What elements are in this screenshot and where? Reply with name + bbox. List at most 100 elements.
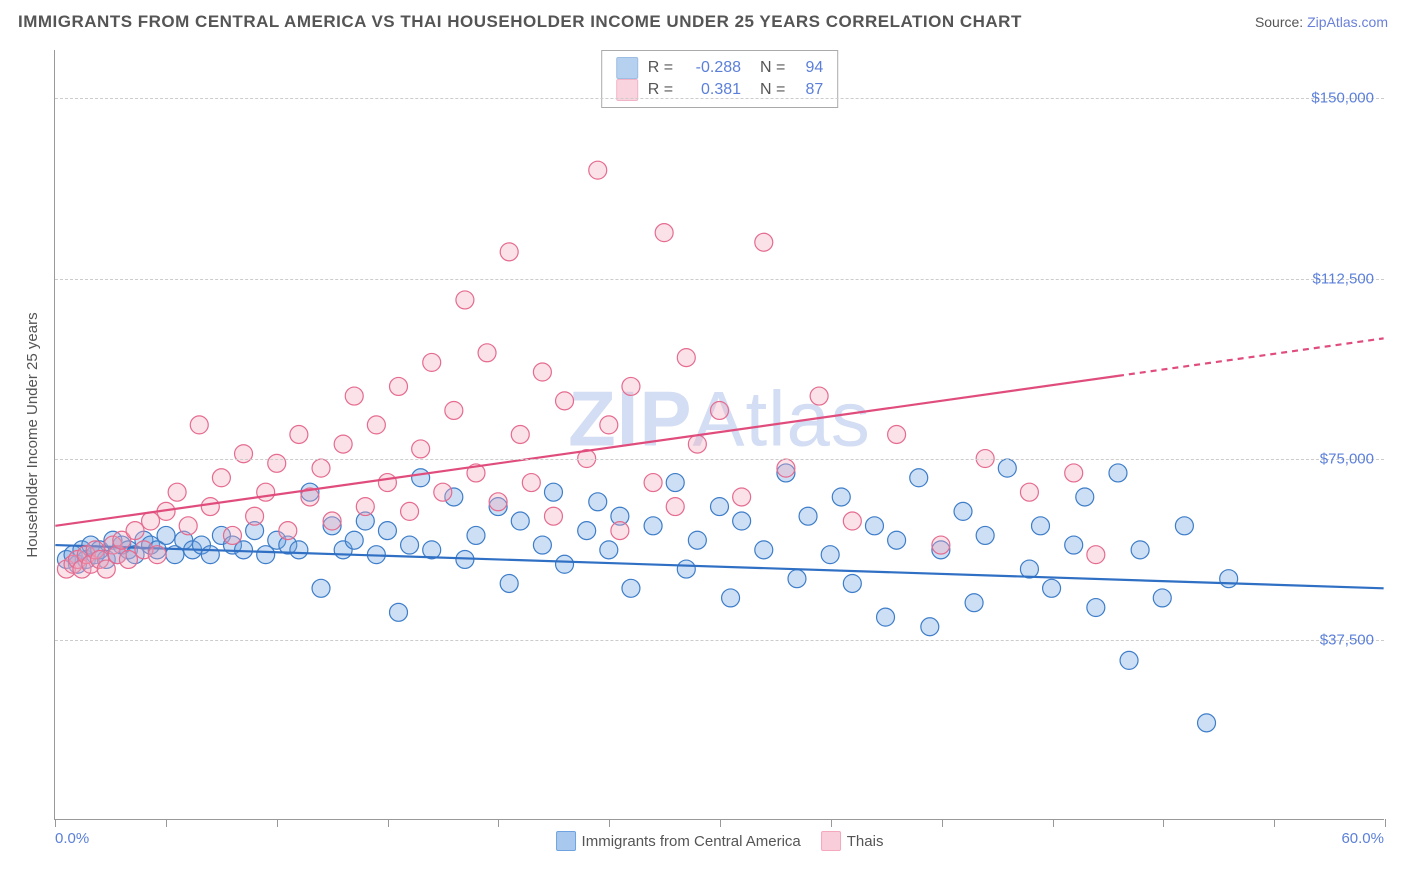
stats-r-label: R =	[648, 59, 673, 77]
data-point	[677, 560, 695, 578]
data-point	[722, 589, 740, 607]
scatter-plot: ZIPAtlas R = -0.288 N = 94 R = 0.381 N =…	[54, 50, 1384, 820]
data-point	[611, 522, 629, 540]
data-point	[345, 387, 363, 405]
data-point	[644, 474, 662, 492]
data-point	[179, 517, 197, 535]
stats-n-label: N =	[751, 59, 785, 77]
legend-swatch	[556, 831, 576, 851]
stats-swatch	[616, 57, 638, 79]
data-point	[478, 344, 496, 362]
x-tick	[831, 819, 832, 827]
data-point	[666, 474, 684, 492]
data-point	[544, 507, 562, 525]
data-point	[877, 608, 895, 626]
data-point	[533, 536, 551, 554]
gridline	[55, 279, 1384, 280]
data-point	[378, 474, 396, 492]
gridline	[55, 640, 1384, 641]
data-point	[489, 493, 507, 511]
data-point	[655, 224, 673, 242]
data-point	[733, 512, 751, 530]
data-point	[1131, 541, 1149, 559]
source-link[interactable]: ZipAtlas.com	[1307, 14, 1388, 30]
data-point	[622, 377, 640, 395]
legend-item: Immigrants from Central America	[556, 831, 801, 851]
data-point	[423, 353, 441, 371]
data-point	[843, 575, 861, 593]
data-point	[312, 579, 330, 597]
x-axis-min-label: 0.0%	[55, 830, 89, 847]
data-point	[810, 387, 828, 405]
data-point	[799, 507, 817, 525]
data-point	[1020, 483, 1038, 501]
data-point	[1153, 589, 1171, 607]
data-point	[1198, 714, 1216, 732]
data-point	[1065, 536, 1083, 554]
data-point	[268, 454, 286, 472]
data-point	[119, 550, 137, 568]
data-point	[390, 603, 408, 621]
data-point	[1220, 570, 1238, 588]
data-point	[600, 416, 618, 434]
x-tick	[1274, 819, 1275, 827]
trend-line-extrapolated	[1118, 338, 1384, 375]
data-point	[412, 469, 430, 487]
data-point	[910, 469, 928, 487]
data-point	[600, 541, 618, 559]
data-point	[888, 531, 906, 549]
x-tick	[1053, 819, 1054, 827]
data-point	[290, 426, 308, 444]
stats-n-value: 94	[795, 59, 823, 77]
legend-swatch	[821, 831, 841, 851]
bottom-legend: Immigrants from Central America Thais	[556, 831, 884, 851]
data-point	[334, 435, 352, 453]
data-point	[467, 526, 485, 544]
data-point	[1175, 517, 1193, 535]
data-point	[821, 546, 839, 564]
data-point	[589, 161, 607, 179]
data-point	[401, 502, 419, 520]
data-point	[257, 483, 275, 501]
trend-line	[55, 545, 1383, 588]
data-point	[378, 522, 396, 540]
data-point	[556, 392, 574, 410]
data-point	[865, 517, 883, 535]
stats-r-value: 0.381	[683, 81, 741, 99]
data-point	[1076, 488, 1094, 506]
data-point	[965, 594, 983, 612]
y-tick-label: $37,500	[1320, 631, 1374, 648]
data-point	[290, 541, 308, 559]
data-point	[412, 440, 430, 458]
x-tick	[609, 819, 610, 827]
data-point	[832, 488, 850, 506]
legend-label: Thais	[847, 833, 884, 850]
x-tick	[55, 819, 56, 827]
x-tick	[1163, 819, 1164, 827]
data-point	[578, 522, 596, 540]
x-tick	[277, 819, 278, 827]
data-point	[157, 526, 175, 544]
scatter-svg	[55, 50, 1384, 819]
data-point	[1087, 599, 1105, 617]
x-tick	[720, 819, 721, 827]
data-point	[777, 459, 795, 477]
data-point	[711, 401, 729, 419]
data-point	[212, 469, 230, 487]
data-point	[345, 531, 363, 549]
data-point	[500, 575, 518, 593]
data-point	[201, 498, 219, 516]
data-point	[888, 426, 906, 444]
data-point	[1087, 546, 1105, 564]
y-tick-label: $112,500	[1313, 270, 1374, 287]
data-point	[323, 512, 341, 530]
legend-label: Immigrants from Central America	[582, 833, 801, 850]
data-point	[1020, 560, 1038, 578]
data-point	[367, 416, 385, 434]
data-point	[677, 349, 695, 367]
y-tick-label: $75,000	[1320, 451, 1374, 468]
data-point	[921, 618, 939, 636]
data-point	[279, 522, 297, 540]
data-point	[533, 363, 551, 381]
stats-n-value: 87	[795, 81, 823, 99]
